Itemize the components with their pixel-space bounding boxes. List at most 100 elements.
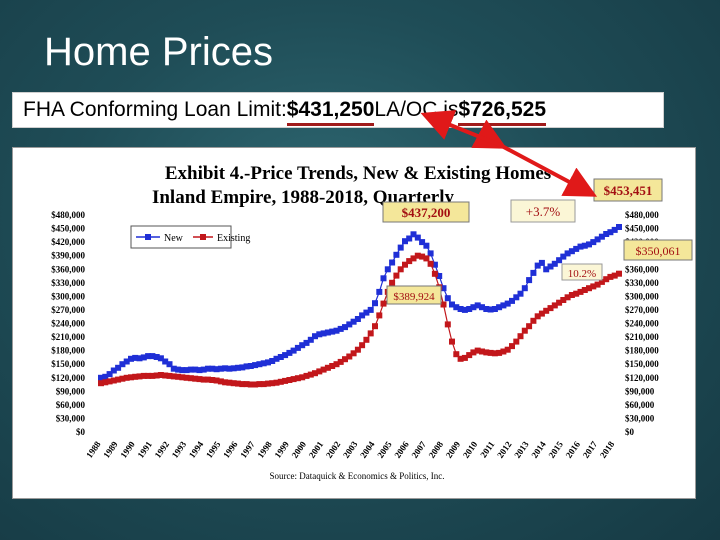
data-point-existing: [217, 378, 224, 385]
data-point-new: [162, 358, 169, 365]
data-point-existing: [543, 307, 550, 314]
data-point-existing: [479, 348, 485, 355]
y-tick-left: $390,000: [51, 251, 85, 261]
data-point-new: [294, 344, 301, 351]
data-point-new: [316, 331, 323, 338]
data-point-existing: [560, 297, 567, 303]
data-point-new: [286, 349, 293, 356]
data-point-existing: [359, 342, 366, 349]
data-point-new: [487, 306, 494, 313]
data-point-new: [444, 295, 451, 302]
data-point-existing: [286, 377, 293, 383]
data-point-new: [205, 365, 211, 372]
data-point-existing: [461, 354, 468, 361]
data-point-existing: [402, 261, 408, 268]
data-point-new: [581, 242, 588, 249]
data-point-new: [157, 355, 164, 362]
data-point-existing: [205, 376, 211, 383]
data-point-existing: [256, 381, 263, 388]
data-point-new: [140, 354, 147, 361]
data-point-new: [106, 371, 113, 378]
data-point-existing: [380, 300, 387, 307]
data-point-existing: [132, 373, 139, 380]
callout-350061-box: [623, 239, 693, 261]
data-point-new: [534, 262, 541, 269]
data-point-new: [603, 231, 610, 237]
data-point-new: [145, 353, 152, 360]
data-point-new: [290, 347, 297, 354]
data-point-new: [594, 236, 601, 243]
data-point-new: [564, 250, 571, 257]
callout-existing-pct: 10.2%: [568, 268, 596, 280]
legend-new-label: New: [164, 233, 184, 244]
data-point-new: [538, 259, 545, 266]
data-point-new: [187, 366, 194, 373]
data-point-existing: [243, 381, 250, 388]
data-point-new: [453, 304, 460, 311]
data-point-new: [303, 339, 310, 346]
data-point-new: [590, 239, 597, 246]
data-point-existing: [457, 355, 464, 362]
data-point-existing: [277, 378, 284, 385]
data-point-new: [273, 355, 280, 362]
data-point-new: [179, 367, 186, 374]
data-point-new: [457, 306, 464, 312]
data-point-new: [500, 302, 507, 309]
data-point-existing: [200, 376, 207, 383]
data-point-existing: [397, 266, 404, 273]
y-tick-right: $270,000: [625, 305, 659, 315]
data-point-existing: [192, 375, 199, 382]
data-point-existing: [611, 272, 618, 279]
data-point-existing: [586, 285, 592, 292]
data-point-new: [372, 300, 378, 307]
data-point-new: [406, 235, 413, 242]
data-point-existing: [556, 299, 563, 306]
data-point-new: [543, 266, 550, 273]
data-point-existing: [363, 336, 370, 343]
data-point-existing: [538, 310, 545, 317]
data-point-existing: [149, 372, 156, 379]
data-point-existing: [102, 379, 109, 386]
data-point-new: [474, 302, 481, 309]
data-point-new: [402, 238, 408, 245]
data-point-existing: [136, 373, 143, 380]
data-point-new: [607, 229, 614, 236]
data-point-existing: [260, 381, 267, 388]
data-point-existing: [187, 375, 194, 382]
data-point-new: [98, 374, 104, 381]
data-point-existing: [166, 372, 173, 379]
y-tick-left: $60,000: [56, 400, 86, 410]
data-point-new: [440, 285, 447, 292]
data-point-new: [222, 365, 229, 372]
data-point-existing: [106, 378, 113, 385]
data-point-new: [247, 363, 254, 369]
data-point-existing: [551, 302, 558, 309]
data-point-existing: [440, 301, 447, 308]
data-point-existing: [213, 377, 220, 384]
callout-389924: $389,924: [393, 291, 435, 303]
data-point-existing: [282, 377, 289, 384]
legend-box: [130, 225, 232, 249]
data-point-existing: [316, 368, 323, 375]
y-tick-left: $480,000: [51, 210, 85, 220]
price-trend-chart: Exhibit 4.-Price Trends, New & Existing …: [51, 163, 693, 481]
data-point-existing: [183, 374, 190, 381]
data-point-existing: [564, 294, 571, 301]
data-point-existing: [427, 260, 434, 267]
data-point-existing: [273, 379, 280, 386]
legend-existing-label: Existing: [217, 233, 250, 244]
y-tick-left: $120,000: [51, 373, 85, 383]
data-point-new: [342, 324, 348, 331]
data-point-new: [102, 373, 109, 380]
data-point-new: [367, 306, 374, 313]
y-tick-left: $150,000: [51, 359, 85, 369]
data-point-existing: [406, 258, 413, 265]
data-point-new: [363, 309, 370, 316]
callout-437200-box: [382, 201, 470, 223]
data-point-new: [410, 231, 417, 238]
data-point-existing: [145, 372, 152, 379]
data-point-existing: [98, 380, 104, 387]
data-point-new: [132, 354, 139, 361]
y-tick-right: $90,000: [625, 386, 655, 396]
data-point-new: [213, 366, 220, 373]
